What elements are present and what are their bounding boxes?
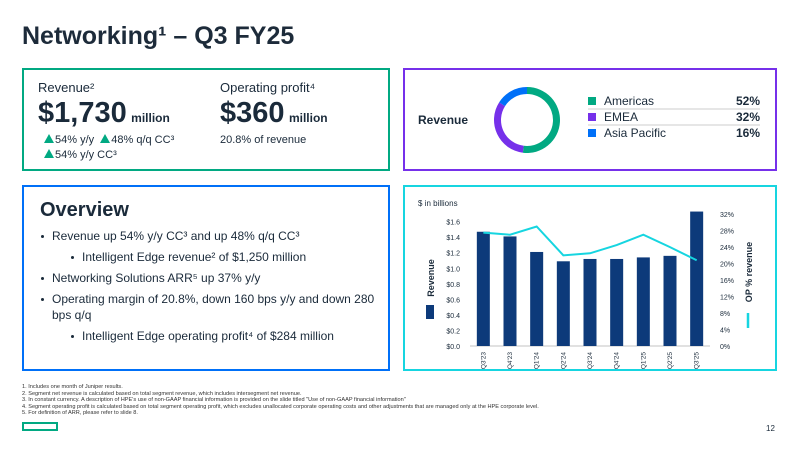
- legend-swatch: [588, 113, 596, 121]
- up-arrow: [44, 134, 54, 143]
- change: 48% q/q CC³: [111, 134, 175, 146]
- overview-box: [22, 185, 390, 371]
- change: 54% y/y: [55, 134, 95, 146]
- y2-tick-label: 0%: [720, 344, 730, 351]
- legend-label: EMEA: [604, 110, 638, 124]
- x-tick-label: Q4'24: [614, 352, 621, 370]
- change-row: 54% y/y 48% q/q CC³: [44, 134, 174, 146]
- up-arrow: [100, 134, 111, 143]
- value-label: 52%: [736, 94, 760, 108]
- x-tick-label: Q1'24: [534, 352, 541, 370]
- bar: [636, 257, 650, 346]
- logo: [22, 422, 58, 431]
- x-tick-label: Q3'23: [480, 352, 487, 370]
- change: 54% y/y CC³: [55, 149, 117, 161]
- bullet: Intelligent Edge revenue² of $1,250 mill…: [71, 249, 380, 265]
- bullet: Networking Solutions ARR⁵ up 37% y/y: [41, 270, 380, 286]
- bar: [503, 236, 517, 346]
- bar: [583, 258, 597, 346]
- footnote: 3. In constant currency. A description o…: [22, 397, 406, 404]
- chart-subtitle: $ in billions: [418, 199, 458, 208]
- x-tick-label: Q3'25: [694, 352, 701, 370]
- x-tick-label: Q4'23: [507, 352, 514, 370]
- overview: Overview Revenue up 54% y/y CC³ and up 4…: [40, 199, 380, 349]
- bullet-list: Revenue up 54% y/y CC³ and up 48% q/q CC…: [40, 228, 380, 344]
- legend-label: Americas: [604, 94, 654, 108]
- bar: [476, 231, 490, 346]
- footnotes: 1. Includes one month of Juniper results…: [22, 384, 539, 417]
- up-arrow: [44, 149, 54, 158]
- change-row: 54% y/y CC³: [44, 149, 117, 161]
- donut-title: Revenue: [418, 113, 468, 127]
- legend-label: OP % revenue: [744, 242, 754, 302]
- value-label: 16%: [736, 126, 760, 140]
- y-tick-label: $1.6: [446, 220, 460, 227]
- op-amount-row: $360 million: [220, 97, 328, 130]
- revenue-unit: million: [131, 111, 170, 125]
- y-tick-label: $0.2: [446, 328, 460, 335]
- y2-tick-label: 16%: [720, 278, 734, 285]
- bar: [610, 258, 624, 346]
- legend-swatch: [588, 97, 596, 105]
- overview-title: Overview: [40, 199, 129, 221]
- bar: [690, 211, 704, 346]
- legend-label: Asia Pacific: [604, 126, 666, 140]
- y2-tick-label: 32%: [720, 212, 734, 219]
- revenue-amount-row: $1,730 million: [38, 97, 170, 130]
- x-tick-label: Q2'24: [560, 352, 567, 370]
- y-tick-label: $1.4: [446, 235, 460, 242]
- bullet: Operating margin of 20.8%, down 160 bps …: [41, 291, 380, 323]
- op-label: Operating profit⁴: [220, 80, 316, 95]
- donut-segment: [522, 87, 560, 154]
- op-unit: million: [288, 111, 328, 125]
- y2-tick-label: 28%: [720, 229, 734, 236]
- y-tick-label: $0.6: [446, 297, 460, 304]
- bullet: Revenue up 54% y/y CC³ and up 48% q/q CC…: [41, 228, 380, 244]
- y-tick-label: $0.4: [446, 313, 460, 320]
- donut-segment: [493, 102, 524, 153]
- page-number: 12: [766, 424, 775, 433]
- bar: [663, 255, 677, 346]
- bar: [556, 261, 570, 346]
- revenue-amount: $1,730: [38, 97, 127, 129]
- y-tick-label: $1.0: [446, 266, 460, 273]
- legend-swatch: [588, 129, 596, 137]
- chart-box: [403, 185, 777, 371]
- bar: [530, 251, 544, 346]
- y2-tick-label: 4%: [720, 328, 730, 335]
- y2-tick-label: 8%: [720, 311, 730, 318]
- x-tick-label: Q1'25: [640, 352, 647, 370]
- y2-tick-label: 12%: [720, 295, 734, 302]
- y2-tick-label: 24%: [720, 245, 734, 252]
- footnote: 1. Includes one month of Juniper results…: [22, 384, 123, 390]
- slide-title: Networking¹ – Q3 FY25: [22, 22, 295, 50]
- donut-box: [403, 68, 777, 171]
- op-line: [483, 225, 698, 262]
- y-tick-label: $0.8: [446, 282, 460, 289]
- op-amount: $360: [220, 97, 285, 129]
- revenue-label: Revenue²: [38, 80, 95, 95]
- legend-swatch: [426, 305, 434, 319]
- bullet: Intelligent Edge operating profit⁴ of $2…: [71, 328, 380, 344]
- y2-tick-label: 20%: [720, 262, 734, 269]
- footnote: 2. Segment net revenue is calculated bas…: [22, 390, 302, 397]
- x-tick-label: Q2'25: [667, 352, 674, 370]
- x-tick-label: Q3'24: [587, 352, 594, 370]
- legend-label: Revenue: [426, 259, 436, 297]
- donut-segment: [499, 87, 527, 107]
- kpi-box: [22, 68, 390, 171]
- y-tick-label: $1.2: [446, 251, 460, 258]
- footnote: 4. Segment operating profit is calculate…: [22, 403, 539, 410]
- y-tick-label: $0.0: [446, 344, 460, 351]
- footnote: 5. For definition of ARR, please refer t…: [22, 410, 138, 417]
- op-note: 20.8% of revenue: [220, 134, 307, 146]
- value-label: 32%: [736, 110, 760, 124]
